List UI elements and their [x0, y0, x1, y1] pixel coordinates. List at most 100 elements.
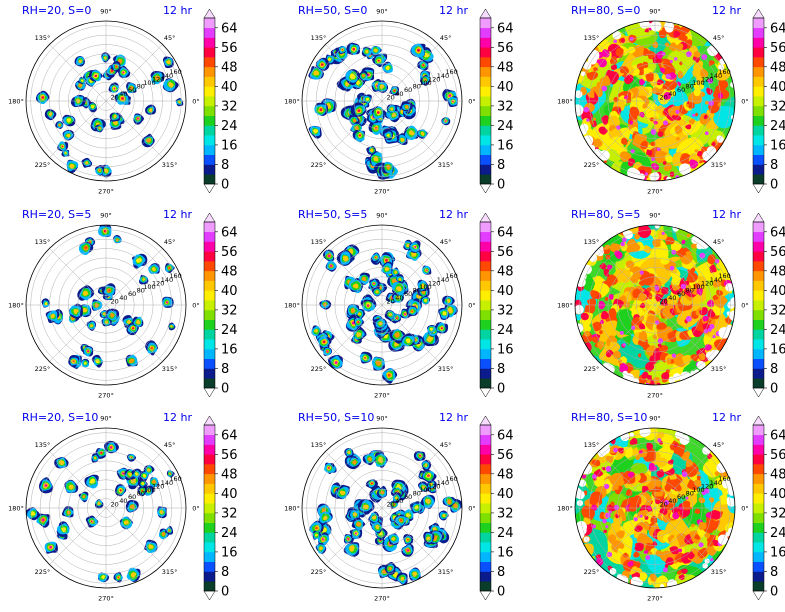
colorbar-tick-label: 64 — [221, 225, 238, 240]
r-tick-label: 160 — [718, 272, 730, 280]
colorbar-segment — [480, 444, 491, 455]
rain-core — [593, 67, 599, 72]
rain-band — [719, 494, 729, 505]
rain-peak — [685, 315, 692, 322]
rain-band — [715, 68, 730, 81]
cell-core — [400, 137, 405, 142]
colorbar-extend-min — [479, 387, 492, 398]
cell-core — [388, 566, 393, 571]
rain-core — [696, 475, 701, 480]
colorbar-segment — [204, 425, 215, 436]
colorbar-segment — [204, 66, 215, 77]
rain-core — [669, 171, 675, 177]
colorbar-segment — [480, 125, 491, 136]
cell-core — [364, 49, 369, 54]
colorbar-segment — [480, 339, 491, 350]
rain-core — [634, 542, 644, 552]
rain-core — [653, 479, 662, 488]
rain-core — [651, 87, 660, 94]
cell-peak — [358, 134, 362, 137]
rain-core — [591, 503, 598, 511]
rain-core — [712, 294, 719, 301]
colorbar-tick-label: 40 — [221, 284, 238, 299]
colorbar-segment — [480, 542, 491, 553]
polar-grid — [575, 21, 735, 181]
cell-core — [363, 504, 369, 510]
rain-core — [656, 469, 665, 478]
cell-core — [394, 331, 400, 338]
cell-core — [377, 456, 384, 464]
colorbar-tick-label: 48 — [221, 467, 238, 482]
cell-core — [314, 533, 319, 537]
rain-core — [708, 60, 715, 67]
rain-core — [635, 455, 640, 460]
rain-core — [705, 100, 710, 105]
colorbar-tick-label: 40 — [497, 80, 514, 95]
cell-core — [136, 319, 141, 325]
panel-title: RH=50, S=0 — [298, 4, 367, 17]
theta-tick-label: 270° — [374, 188, 390, 196]
theta-tick-label: 90° — [100, 8, 112, 16]
cell-peak — [41, 518, 45, 522]
r-tick-label: 60 — [404, 86, 412, 94]
r-tick-label: 160 — [169, 68, 181, 76]
colorbar-segment — [753, 18, 764, 29]
colorbar-segment — [753, 174, 764, 185]
r-tick-label: 40 — [119, 294, 127, 302]
cell-core — [148, 544, 154, 549]
colorbar-tick-label: 32 — [770, 99, 785, 114]
cell-core — [73, 308, 79, 315]
theta-tick-label: 0° — [192, 302, 199, 310]
panel-title: RH=50, S=10 — [298, 411, 374, 424]
colorbar-segment — [480, 378, 491, 389]
cell-peak — [357, 321, 360, 324]
rain-peak — [654, 286, 660, 291]
colorbar-segment — [480, 96, 491, 107]
r-tick-label: 60 — [128, 493, 136, 501]
angular-gridline — [598, 100, 656, 158]
colorbar-extend-min — [479, 590, 492, 601]
colorbar-tick-label: 64 — [770, 428, 785, 443]
clear-gap — [575, 90, 583, 99]
cell-core — [110, 313, 115, 318]
polar-panel-9: 20 40 60 801001201401600°45°90°135°180°225°… — [557, 411, 785, 603]
cell-peak — [94, 74, 98, 78]
cell-peak — [396, 317, 398, 319]
colorbar-tick-label: 64 — [221, 428, 238, 443]
colorbar-segment — [480, 290, 491, 301]
colorbar-segment — [204, 27, 215, 38]
colorbar-tick-label: 48 — [221, 60, 238, 75]
clear-gap — [679, 163, 691, 176]
colorbar-segment — [753, 280, 764, 291]
cell-core — [447, 307, 453, 314]
colorbar-tick-label: 8 — [497, 565, 505, 580]
rain-core — [644, 515, 649, 520]
polar-frame — [574, 427, 736, 589]
colorbar-tick-label: 0 — [770, 382, 778, 397]
angular-gridline — [49, 451, 107, 509]
rain-peak — [613, 39, 618, 44]
angular-gridline — [654, 248, 712, 306]
rain-core — [583, 331, 591, 337]
r-tick-label: 80 — [137, 287, 145, 295]
colorbar-tick-label: 56 — [221, 245, 238, 260]
rain-core — [593, 117, 597, 121]
colorbar-segment — [480, 493, 491, 504]
colorbar-segment — [204, 483, 215, 494]
colorbar-segment — [204, 96, 215, 107]
rain-peak — [669, 59, 673, 64]
rain-peak — [633, 517, 638, 522]
panel-time: 12 hr — [712, 208, 741, 221]
rain-core — [693, 479, 702, 487]
colorbar-segment — [480, 280, 491, 291]
cell-peak — [327, 254, 331, 258]
colorbar-tick-label: 56 — [497, 448, 514, 463]
polar-frame — [301, 427, 463, 589]
cell-peak — [422, 64, 425, 67]
cell-peak — [108, 289, 111, 292]
rain-core — [604, 296, 609, 301]
cell-core — [386, 164, 391, 171]
rain-peak — [586, 118, 590, 122]
colorbar-tick-label: 0 — [221, 585, 229, 600]
cell-core — [421, 485, 426, 490]
